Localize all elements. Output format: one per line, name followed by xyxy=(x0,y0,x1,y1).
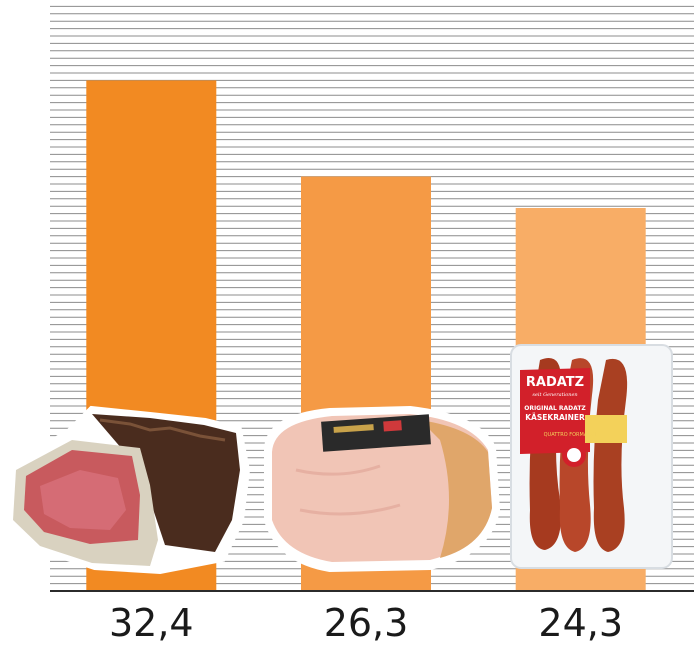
package-line1: ORIGINAL RADATZ xyxy=(524,405,586,412)
bacon-slab-image xyxy=(5,405,251,575)
value-label-2: 26,3 xyxy=(324,601,409,645)
package-brand: RADATZ xyxy=(526,375,584,390)
sausage-package-image: RADATZ seit Generationen ORIGINAL RADATZ… xyxy=(510,344,673,569)
value-label-1: 32,4 xyxy=(109,601,194,645)
package-variant: QUATTRO FORMAGGI xyxy=(544,432,597,438)
package-line2: KÄSEKRAINER xyxy=(525,413,585,422)
ham-image xyxy=(264,405,501,573)
value-label-3: 24,3 xyxy=(538,601,623,645)
package-brand-script: seit Generationen xyxy=(532,392,577,398)
value-labels: 32,4 26,3 24,3 xyxy=(109,601,623,645)
